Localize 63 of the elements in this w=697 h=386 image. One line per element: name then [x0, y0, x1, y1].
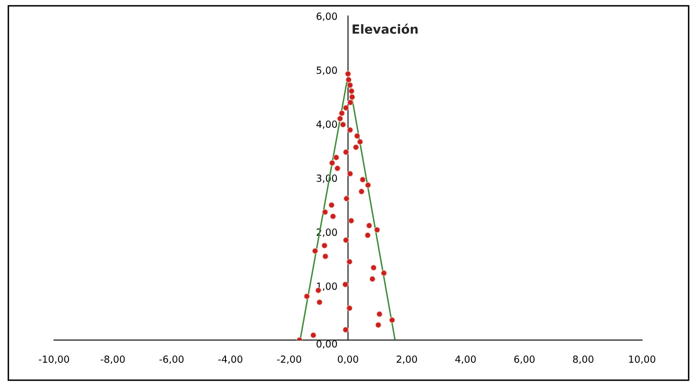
y-tick-label: 6,00 — [316, 12, 337, 21]
point — [342, 281, 348, 288]
point — [380, 270, 387, 276]
point — [349, 94, 356, 100]
point — [369, 276, 376, 282]
point — [360, 176, 366, 183]
point — [316, 299, 323, 306]
point — [312, 248, 318, 254]
x-tick-label: 0,00 — [338, 356, 358, 364]
point — [352, 144, 360, 150]
point — [342, 104, 350, 111]
point — [357, 138, 364, 145]
y-tick-label: 0,00 — [316, 340, 337, 349]
point — [321, 242, 328, 249]
point — [364, 232, 371, 238]
point — [310, 332, 316, 338]
y-tick-label: 5,00 — [316, 66, 337, 75]
point — [346, 258, 353, 265]
point — [347, 126, 354, 134]
point — [354, 132, 360, 139]
point — [337, 116, 344, 122]
x-tick-label: -8,00 — [100, 356, 125, 364]
point — [347, 170, 354, 177]
point — [329, 160, 336, 166]
point — [364, 182, 372, 188]
point — [347, 82, 354, 88]
x-tick-label: -4,00 — [218, 356, 242, 364]
point — [370, 264, 377, 271]
x-tick-label: -2,00 — [277, 356, 302, 364]
point — [348, 218, 354, 224]
point — [376, 311, 383, 318]
point — [333, 154, 340, 161]
point — [328, 202, 335, 208]
x-tick-label: 6,00 — [514, 356, 535, 364]
x-tick-label: 4,00 — [455, 356, 476, 364]
point — [338, 110, 345, 116]
x-tick-label: 2,00 — [396, 356, 417, 364]
x-tick-label: 10,00 — [629, 356, 656, 364]
y-tick-label: 4,00 — [316, 120, 337, 129]
y-axis-title: Elevación — [352, 24, 418, 34]
point — [322, 253, 328, 260]
point — [343, 196, 350, 202]
point — [342, 149, 350, 156]
point — [374, 226, 380, 233]
point — [344, 70, 352, 77]
point — [366, 222, 372, 229]
x-tick-label: -6,00 — [160, 356, 184, 364]
point — [346, 305, 353, 312]
point — [358, 188, 365, 195]
point — [342, 326, 349, 333]
point — [304, 293, 310, 300]
point — [342, 237, 350, 244]
point — [322, 209, 328, 216]
point — [375, 322, 382, 328]
point — [389, 317, 396, 324]
point — [340, 122, 346, 128]
point — [346, 76, 352, 83]
x-tick-label: -10,00 — [38, 356, 70, 364]
point — [347, 99, 354, 106]
point — [334, 165, 340, 172]
x-tick-label: 8,00 — [573, 356, 594, 364]
point — [348, 88, 355, 94]
point — [330, 213, 336, 220]
